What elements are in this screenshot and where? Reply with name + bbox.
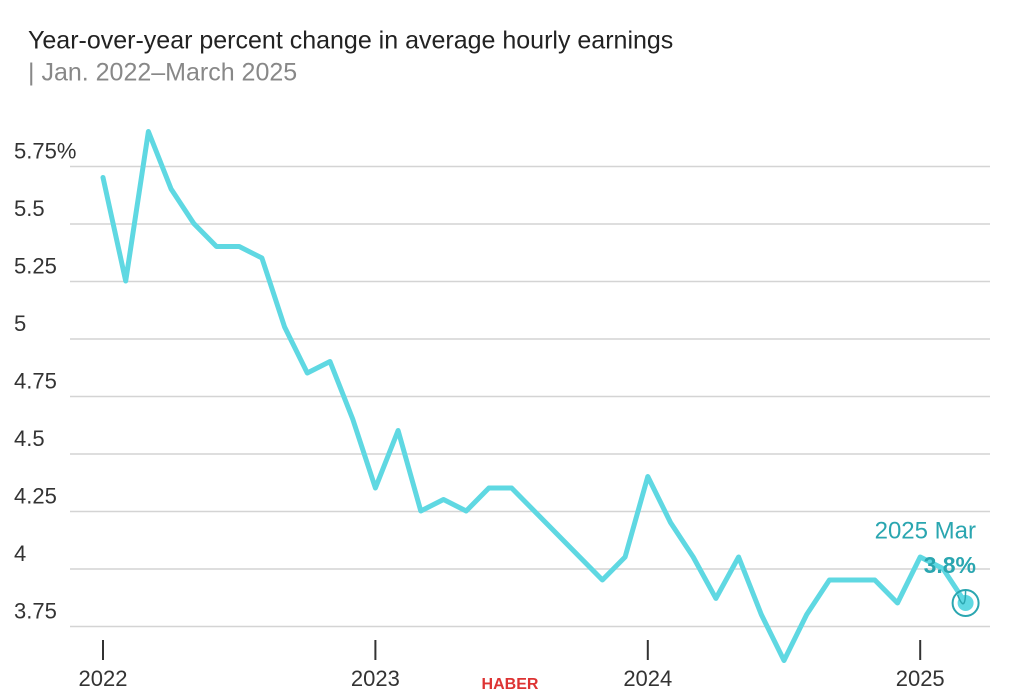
y-tick-label: 4	[14, 541, 26, 566]
subtitle-range: | Jan. 2022–March 2025	[28, 59, 297, 87]
y-tick-label: 5	[14, 311, 26, 336]
annotation-value: 3.8%	[924, 552, 976, 578]
x-tick-label: 2024	[623, 666, 672, 691]
y-tick-label: 3.75	[14, 598, 57, 623]
watermark: HABER	[482, 676, 539, 693]
y-tick-label: 4.25	[14, 483, 57, 508]
series-line	[100, 129, 969, 663]
y-tick-label: 4.75	[14, 368, 57, 393]
x-tick-label: 2022	[79, 666, 128, 691]
subtitle: Year-over-year percent change in average…	[28, 27, 673, 55]
y-tick-label: 4.5	[14, 426, 45, 451]
y-tick-label: 5.5	[14, 196, 45, 221]
annotation-label: 2025 Mar	[875, 517, 976, 544]
end-point	[957, 595, 974, 611]
y-tick-label: 5.25	[14, 253, 57, 278]
annotation-leader	[956, 588, 967, 605]
x-tick-label: 2025	[896, 666, 945, 691]
x-tick-label: 2023	[351, 666, 400, 691]
y-tick-label: 5.75%	[14, 138, 76, 163]
